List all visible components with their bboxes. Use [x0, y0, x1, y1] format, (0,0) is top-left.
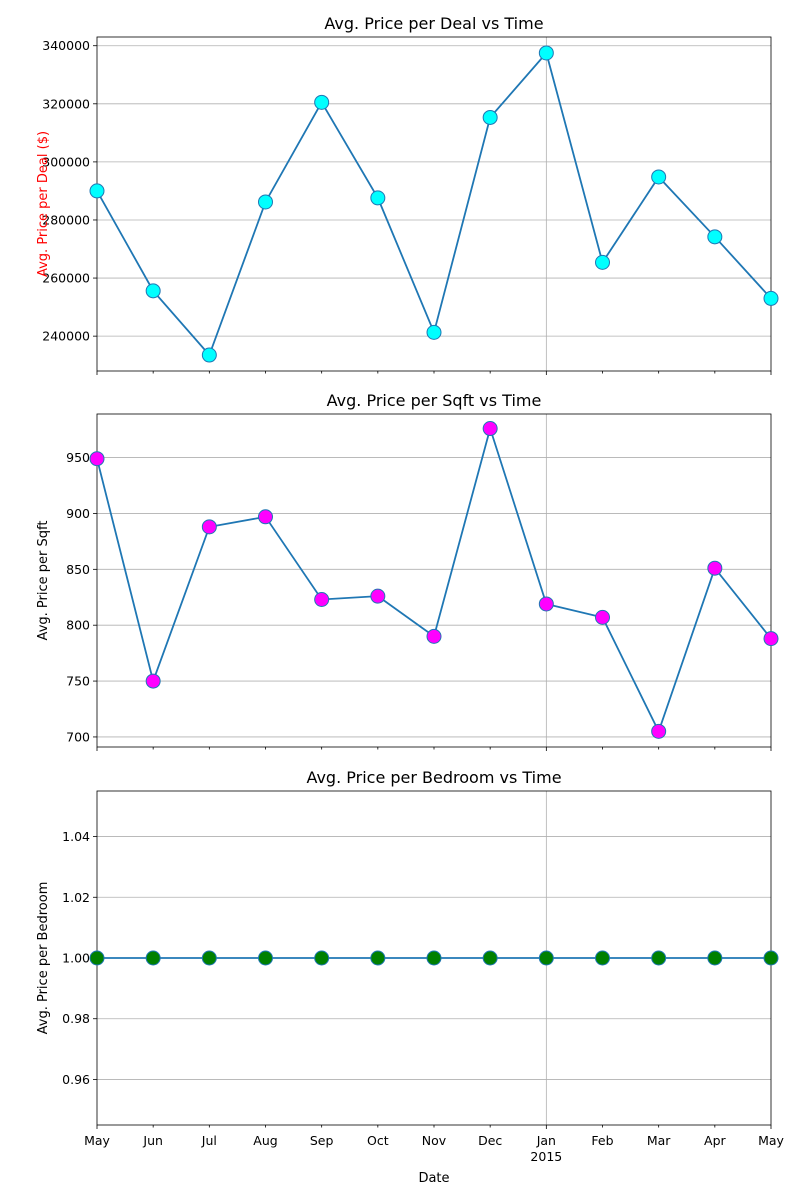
data-point	[707, 560, 723, 576]
y-tick-label: 240000	[42, 329, 90, 344]
data-point	[89, 451, 105, 467]
data-point	[201, 950, 217, 966]
data-point	[482, 950, 498, 966]
data-point	[707, 229, 723, 245]
data-point	[707, 950, 723, 966]
data-point	[258, 950, 273, 966]
y-tick-label: 0.98	[62, 1011, 90, 1026]
data-point	[145, 673, 161, 689]
data-point	[89, 183, 105, 199]
data-point	[145, 950, 161, 966]
x-tick-label: May	[758, 1133, 784, 1148]
y-tick-label: 950	[66, 450, 90, 465]
x-axis-label: Date	[418, 1171, 449, 1186]
data-point	[763, 631, 779, 647]
y-tick-label: 850	[66, 562, 90, 577]
data-point	[595, 950, 610, 966]
data-point	[763, 950, 779, 966]
y-tick-label: 1.04	[62, 829, 90, 844]
x-tick-label: May	[84, 1133, 110, 1148]
y-tick-label: 1.02	[62, 890, 90, 905]
series-line	[96, 51, 772, 357]
y-tick-label: 340000	[42, 38, 90, 53]
y-axis-label: Avg. Price per Deal ($)	[36, 131, 51, 277]
data-point	[538, 950, 554, 966]
x-tick-label: Dec	[478, 1133, 502, 1148]
y-tick-label: 700	[66, 729, 90, 744]
x-tick-label: Jun	[142, 1133, 163, 1148]
x-tick-label: Jan	[536, 1133, 556, 1148]
x-tick-label: Nov	[422, 1133, 447, 1148]
data-point	[595, 609, 610, 625]
x-tick-label: Mar	[647, 1133, 671, 1148]
x-tick-label: Jul	[201, 1133, 217, 1148]
data-point	[370, 588, 386, 604]
data-point	[426, 628, 442, 644]
chart-title: Avg. Price per Deal vs Time	[324, 14, 543, 33]
y-tick-label: 1.00	[62, 951, 90, 966]
x-tick-label: Feb	[591, 1133, 613, 1148]
y-tick-label: 280000	[42, 212, 90, 227]
data-point	[314, 94, 330, 110]
series-line	[96, 425, 772, 734]
data-point	[538, 45, 554, 61]
data-point	[314, 591, 330, 607]
data-point	[370, 950, 386, 966]
x-tick-label: Sep	[310, 1133, 334, 1148]
y-axis-label: Avg. Price per Sqft	[36, 521, 51, 641]
y-tick-label: 900	[66, 506, 90, 521]
data-point	[258, 194, 273, 210]
data-point	[651, 950, 667, 966]
data-point	[763, 290, 779, 306]
y-tick-label: 320000	[42, 96, 90, 111]
data-point	[595, 254, 610, 270]
y-axis-label: Avg. Price per Bedroom	[36, 882, 51, 1035]
plot-frame	[96, 36, 772, 372]
x-tick-label: Oct	[367, 1133, 389, 1148]
y-tick-label: 800	[66, 618, 90, 633]
data-point	[89, 950, 105, 966]
data-point	[651, 169, 667, 185]
y-tick-label: 750	[66, 674, 90, 689]
x-tick-sublabel: 2015	[530, 1149, 562, 1164]
chart-title: Avg. Price per Sqft vs Time	[327, 391, 542, 410]
data-point	[482, 109, 498, 125]
y-tick-label: 0.96	[62, 1072, 90, 1087]
data-point	[314, 950, 330, 966]
data-point	[651, 723, 667, 739]
chart-title: Avg. Price per Bedroom vs Time	[306, 768, 561, 787]
x-tick-label: Aug	[253, 1133, 277, 1148]
data-point	[482, 421, 498, 437]
data-point	[426, 324, 442, 340]
y-tick-label: 300000	[42, 154, 90, 169]
data-point	[258, 509, 273, 525]
y-tick-label: 260000	[42, 271, 90, 286]
data-point	[370, 190, 386, 206]
data-point	[201, 347, 217, 363]
data-point	[426, 950, 442, 966]
data-point	[538, 596, 554, 612]
x-tick-label: Apr	[704, 1133, 726, 1148]
data-point	[201, 519, 217, 535]
data-point	[145, 283, 161, 299]
